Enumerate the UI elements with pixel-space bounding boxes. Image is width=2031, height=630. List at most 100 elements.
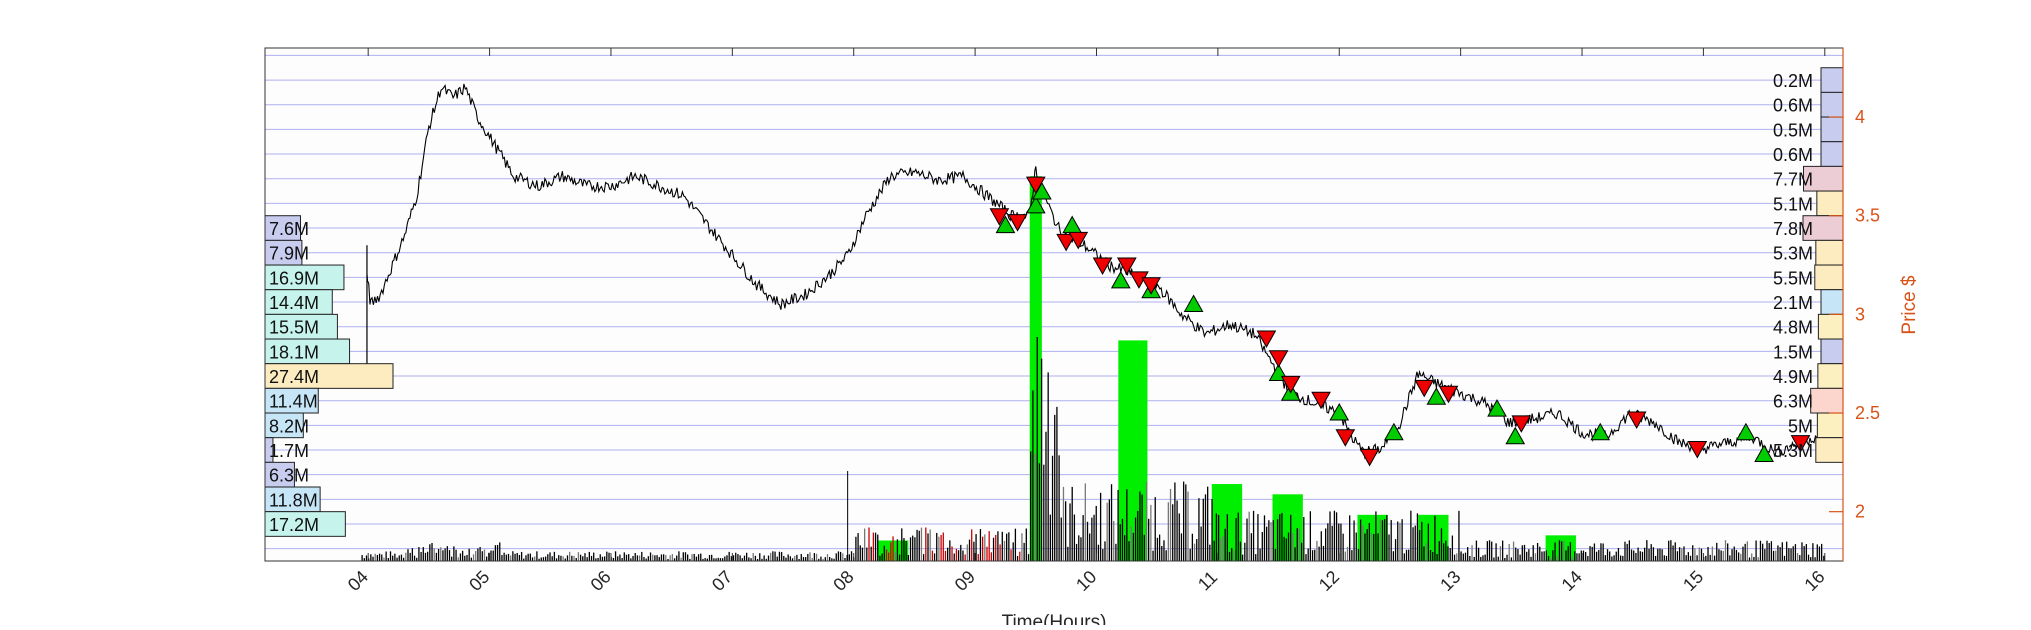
profile-label-left: 6.3M	[269, 466, 309, 486]
profile-bar-left	[264, 239, 303, 266]
y-tick-label: 2	[1855, 502, 1865, 522]
sell-marker	[1256, 330, 1277, 349]
profile-label-right: 0.2M	[1773, 71, 1813, 91]
profile-bar-right	[1816, 190, 1844, 217]
profile-label-left: 11.8M	[269, 490, 318, 510]
profile-label-right: 0.6M	[1773, 96, 1813, 116]
profile-bar-right	[1820, 116, 1844, 143]
y-tick-label: 3	[1855, 304, 1865, 324]
profile-label-right: 5M	[1788, 416, 1813, 436]
profile-label-left: 15.5M	[269, 318, 319, 338]
profile-bar-left	[264, 511, 346, 537]
grid-lines	[265, 54, 1843, 550]
x-axis-label: Time(Hours)	[1002, 612, 1107, 625]
volume-profile-left: 7.6M 7.9M 16.9M 14.4M 15.5M 18.1M 27.4M 11.4M 8.…	[264, 215, 394, 537]
profile-bar-left	[264, 264, 345, 291]
buy-marker	[1329, 402, 1350, 421]
sell-marker	[1025, 176, 1046, 195]
profile-label-right: 5.3M	[1773, 441, 1813, 461]
profile-bar-right	[1816, 412, 1844, 439]
buy-marker	[1110, 270, 1131, 289]
profile-bar-right	[1820, 289, 1844, 315]
profile-bar-left	[264, 289, 333, 315]
sell-marker	[1335, 429, 1356, 447]
volume-bars	[361, 176, 1825, 561]
buy-marker	[1590, 422, 1611, 441]
profile-bar-right	[1820, 141, 1844, 167]
sell-marker	[1687, 441, 1708, 459]
y-tick-label: 4	[1855, 107, 1865, 127]
profile-label-left: 1.7M	[269, 441, 309, 461]
profile-label-left: 11.4M	[269, 392, 318, 412]
profile-bar-right	[1815, 239, 1844, 266]
profile-bar-right	[1803, 165, 1844, 192]
profile-label-right: 5.1M	[1773, 194, 1813, 214]
profile-bar-left	[264, 412, 304, 439]
sell-marker	[1068, 231, 1089, 250]
profile-label-left: 17.2M	[269, 515, 319, 535]
profile-label-right: 1.5M	[1773, 342, 1813, 362]
price-line-layer	[366, 83, 1826, 460]
profile-label-right: 0.6M	[1773, 145, 1813, 165]
profile-label-right: 6.3M	[1773, 392, 1813, 412]
price-line	[366, 83, 1826, 460]
profile-label-right: 5.3M	[1773, 244, 1813, 264]
profile-bar-left	[264, 215, 302, 241]
buy-marker	[1426, 387, 1447, 405]
profile-bar-left	[264, 313, 338, 340]
sell-marker	[1092, 257, 1113, 276]
profile-label-right: 0.5M	[1773, 120, 1813, 140]
profile-bar-left	[264, 387, 319, 414]
volume-profile-right: 0.2M 0.6M 0.5M 0.6M 7.7M 5.1M 7.8M 5.3M 5.5M 2.1M…	[1773, 67, 1844, 463]
profile-bar-left	[264, 461, 295, 488]
profile-label-left: 27.4M	[269, 367, 319, 387]
profile-bar-right	[1820, 91, 1844, 118]
profile-bar-right	[1815, 437, 1844, 463]
buy-marker	[995, 215, 1016, 234]
profile-bar-right	[1810, 387, 1844, 414]
buy-marker	[1487, 399, 1507, 417]
sell-marker	[1280, 375, 1301, 394]
plot-area	[265, 48, 1843, 561]
profile-bar-right	[1817, 313, 1844, 340]
y-axis-label-right: Price $	[1899, 275, 1920, 335]
profile-label-left: 18.1M	[269, 342, 319, 362]
sell-marker	[1116, 257, 1137, 276]
volume-block	[1545, 535, 1576, 561]
profile-label-right: 2.1M	[1773, 293, 1813, 313]
buy-marker	[1025, 195, 1046, 214]
profile-label-right: 5.5M	[1773, 268, 1813, 288]
profile-bar-left	[264, 363, 394, 389]
sell-marker	[1141, 277, 1161, 295]
profile-label-left: 16.9M	[269, 268, 319, 288]
sell-marker	[1359, 448, 1380, 467]
profile-bar-right	[1820, 338, 1844, 365]
volume-block	[1357, 514, 1388, 561]
sell-marker	[1056, 233, 1076, 252]
profile-label-right: 7.7M	[1773, 170, 1813, 190]
sell-marker	[1626, 411, 1647, 429]
profile-bar-right	[1814, 264, 1844, 291]
sell-marker	[1790, 435, 1811, 453]
profile-bar-right	[1817, 363, 1844, 389]
sell-marker	[1414, 379, 1435, 398]
y-tick-label: 2.5	[1855, 403, 1880, 423]
buy-marker	[1505, 426, 1526, 445]
profile-label-right: 4.9M	[1773, 367, 1813, 387]
profile-bar-left	[264, 338, 351, 365]
sell-marker	[1511, 415, 1532, 433]
buy-marker	[1183, 294, 1204, 312]
profile-label-right: 4.8M	[1773, 318, 1813, 338]
sell-marker	[1311, 391, 1331, 410]
profile-label-left: 8.2M	[269, 416, 309, 436]
profile-label-right: 7.8M	[1773, 219, 1813, 239]
y-tick-label: 3.5	[1855, 206, 1880, 226]
trade-markers	[989, 176, 1811, 467]
profile-label-left: 14.4M	[269, 293, 319, 313]
buy-marker	[1384, 422, 1404, 441]
sell-marker	[1007, 214, 1028, 232]
buy-marker	[1754, 444, 1774, 462]
buy-marker	[1736, 422, 1756, 441]
